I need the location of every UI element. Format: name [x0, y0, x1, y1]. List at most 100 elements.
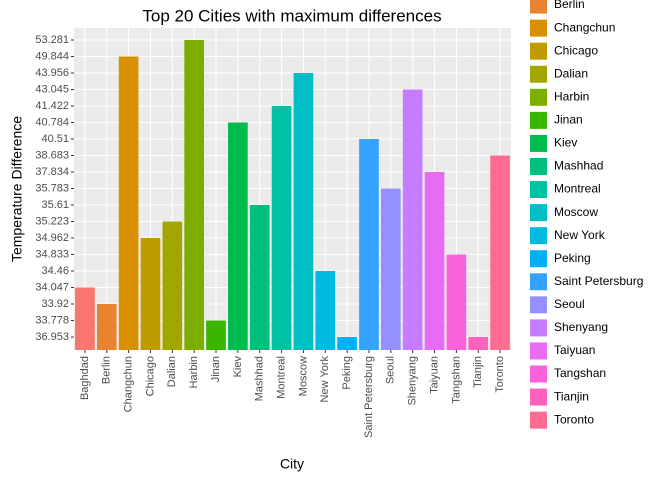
y-axis-title: Temperature Difference	[9, 116, 25, 262]
legend-key	[530, 227, 547, 245]
legend-key	[530, 342, 547, 360]
bar	[424, 172, 445, 350]
y-tick-label: 35.223	[35, 215, 69, 227]
x-tick-label: Tangshan	[450, 356, 462, 404]
y-tick-label: 53.281	[35, 34, 69, 46]
legend-key	[530, 273, 547, 291]
y-tick-label: 49.844	[35, 50, 69, 62]
y-tick-label: 40.784	[35, 116, 69, 128]
legend-key	[530, 134, 547, 152]
legend-key	[530, 111, 547, 129]
legend-label: Dalian	[554, 66, 588, 80]
bar	[271, 106, 292, 350]
y-tick-label: 36.953	[35, 331, 69, 343]
bar	[162, 221, 183, 350]
legend-label: Harbin	[554, 89, 589, 103]
bar	[402, 89, 423, 350]
x-tick-label: Dalian	[166, 356, 178, 387]
bar	[206, 320, 226, 350]
x-tick-label: Moscow	[297, 356, 309, 396]
x-axis-title: City	[280, 456, 304, 472]
legend-label: Kiev	[554, 136, 577, 150]
legend-label: Mashhad	[554, 159, 603, 173]
legend-label: Taiyuan	[554, 343, 595, 357]
y-tick-label: 40.51	[41, 133, 69, 145]
y-tick-label: 34.46	[41, 265, 69, 277]
y-tick-label: 33.778	[35, 314, 69, 326]
bar	[359, 139, 379, 350]
y-tick-label: 35.61	[41, 199, 69, 211]
legend-label: Tianjin	[554, 389, 589, 403]
legend-key	[530, 411, 547, 429]
x-tick-label: Peking	[341, 356, 353, 390]
x-tick-label: Montreal	[275, 356, 287, 399]
x-tick-label: Tianjin	[472, 356, 484, 388]
x-tick-label: Baghdad	[79, 356, 91, 400]
bar	[228, 122, 248, 350]
y-tick-label: 34.833	[35, 248, 69, 260]
legend-label: Shenyang	[554, 320, 608, 334]
bar	[446, 254, 467, 350]
legend-key	[530, 65, 547, 83]
legend-key	[530, 0, 547, 14]
x-tick-label: Seoul	[385, 356, 397, 384]
bar	[315, 271, 336, 350]
x-tick-label: Taiyuan	[428, 356, 440, 394]
legend-key	[530, 319, 547, 337]
legend-key	[530, 19, 547, 37]
legend-key	[530, 296, 547, 314]
y-tick-label: 38.683	[35, 149, 69, 161]
x-tick-label: Jinan	[210, 356, 222, 382]
bar	[468, 337, 489, 350]
x-tick-label: Kiev	[232, 356, 244, 378]
legend-label: Toronto	[554, 412, 594, 426]
x-tick-label: Chicago	[144, 356, 156, 396]
chart-title: Top 20 Cities with maximum differences	[142, 6, 441, 25]
x-tick-label: Berlin	[101, 356, 113, 384]
legend-label: Moscow	[554, 205, 598, 219]
legend-key	[530, 250, 547, 268]
x-tick-label: Shenyang	[407, 356, 419, 406]
y-tick-label: 34.962	[35, 232, 69, 244]
legend-key	[530, 88, 547, 106]
bar	[184, 40, 205, 350]
legend-label: Seoul	[554, 297, 585, 311]
bar	[490, 155, 510, 350]
bar	[75, 287, 95, 350]
legend-label: Montreal	[554, 182, 601, 196]
bar	[140, 238, 161, 350]
legend-key	[530, 42, 547, 60]
legend-label: Chicago	[554, 43, 598, 57]
x-tick-label: Mashhad	[254, 356, 266, 401]
x-tick-label: Toronto	[494, 356, 506, 393]
bar	[293, 73, 314, 350]
y-tick-label: 35.783	[35, 182, 69, 194]
legend-label: New York	[554, 228, 606, 242]
y-tick-label: 41.422	[35, 100, 69, 112]
legend-label: Saint Petersburg	[554, 274, 643, 288]
bar	[337, 337, 357, 350]
y-tick-label: 43.956	[35, 67, 69, 79]
x-tick-label: Changchun	[123, 356, 135, 412]
y-tick-label: 37.834	[35, 166, 69, 178]
x-tick-label: New York	[319, 356, 331, 403]
legend-key	[530, 365, 547, 383]
legend-key	[530, 181, 547, 199]
y-tick-label: 34.047	[35, 281, 69, 293]
x-tick-label: Harbin	[188, 356, 200, 388]
x-tick-label: Saint Petersburg	[363, 356, 375, 438]
bar	[118, 56, 139, 350]
legend-key	[530, 204, 547, 222]
legend-key	[530, 388, 547, 406]
bar	[249, 205, 270, 350]
legend-label: Tangshan	[554, 366, 606, 380]
y-tick-label: 43.045	[35, 83, 69, 95]
legend-label: Berlin	[554, 0, 585, 11]
legend-label: Jinan	[554, 113, 583, 127]
bar	[380, 188, 401, 350]
y-tick-label: 33.92	[41, 298, 69, 310]
legend-label: Changchun	[554, 20, 615, 34]
bar	[96, 304, 117, 350]
legend-key	[530, 157, 547, 175]
